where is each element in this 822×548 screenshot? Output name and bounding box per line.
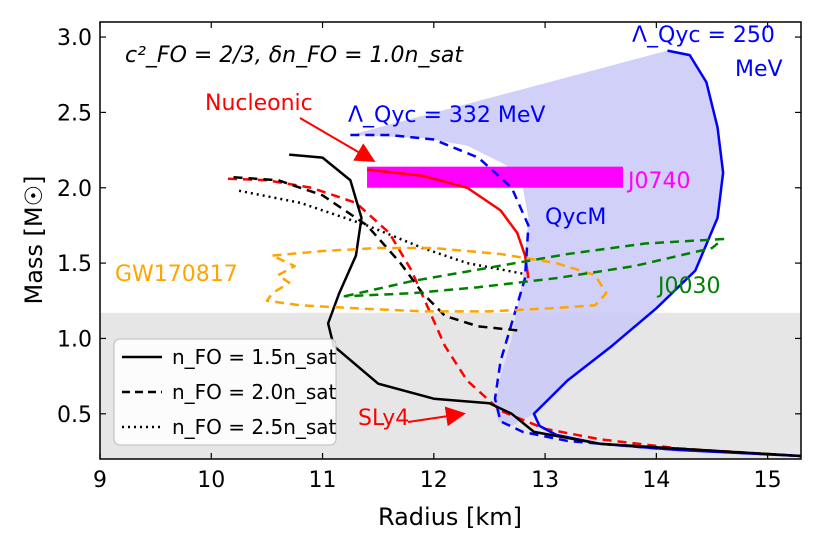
- series-n-fo-2-0n-sat: [233, 175, 523, 333]
- series-qyc-332-mev: [350, 133, 801, 458]
- qycm-region: [350, 50, 724, 426]
- plot-frame: [99, 21, 802, 460]
- series-sly4: [227, 177, 801, 458]
- y-tick-label: 1.5: [57, 252, 92, 277]
- x-tick-label: 10: [197, 468, 225, 493]
- annotation-qycm: QycM: [545, 205, 606, 230]
- legend-label-2: n_FO = 2.0n_sat: [172, 380, 337, 404]
- annotation-j0740: J0740: [626, 169, 690, 194]
- y-tick-label: 3.0: [57, 26, 92, 51]
- annotation-nucleonic: Nucleonic: [205, 91, 313, 116]
- annotation-lambda-250: Λ_Qyc = 250: [632, 23, 775, 48]
- legend-label-1: n_FO = 1.5n_sat: [172, 345, 337, 369]
- y-axis-title: Mass [M☉]: [20, 176, 48, 305]
- x-axis-title: Radius [km]: [378, 503, 522, 531]
- legend: n_FO = 1.5n_sat n_FO = 2.0n_sat n_FO = 2…: [113, 338, 337, 446]
- legend-box: [113, 338, 337, 446]
- series-gw170817: [265, 246, 608, 313]
- annotation-lambda-332: Λ_Qyc = 332 MeV: [348, 103, 545, 128]
- annotation-sly4: SLy4: [358, 406, 409, 431]
- nucleonic-arrow: [299, 117, 376, 163]
- annotation-gw170817: GW170817: [115, 262, 238, 287]
- series-nucleonic: [366, 168, 530, 279]
- y-tick-label: 2.0: [57, 177, 92, 202]
- x-tick-label: 15: [754, 468, 782, 493]
- series-n-fo-2-5n-sat: [238, 189, 524, 275]
- annotation-mev: MeV: [735, 57, 783, 82]
- x-tick-label: 11: [309, 468, 337, 493]
- series-layer: [227, 49, 801, 458]
- x-tick-label: 12: [420, 468, 448, 493]
- x-tick-label: 14: [642, 468, 670, 493]
- annotation-top-left: c²_FO = 2/3, δn_FO = 1.0n_sat: [125, 43, 464, 68]
- sly4-arrow: [407, 406, 466, 427]
- y-tick-label: 1.0: [57, 327, 92, 352]
- y-tick-label: 2.5: [57, 101, 92, 126]
- x-tick-label: 9: [93, 468, 107, 493]
- x-tick-label: 13: [531, 468, 559, 493]
- legend-label-3: n_FO = 2.5n_sat: [172, 415, 337, 439]
- series-j0030: [343, 237, 725, 298]
- j0740-measurement-box: [367, 166, 623, 188]
- annotation-j0030: J0030: [656, 274, 720, 299]
- y-tick-label: 0.5: [57, 403, 92, 428]
- axis-ticks: 9 10 11 12 13 14 15 0.5 1.0 1.5 2.0 2.5 3.0: [57, 22, 801, 493]
